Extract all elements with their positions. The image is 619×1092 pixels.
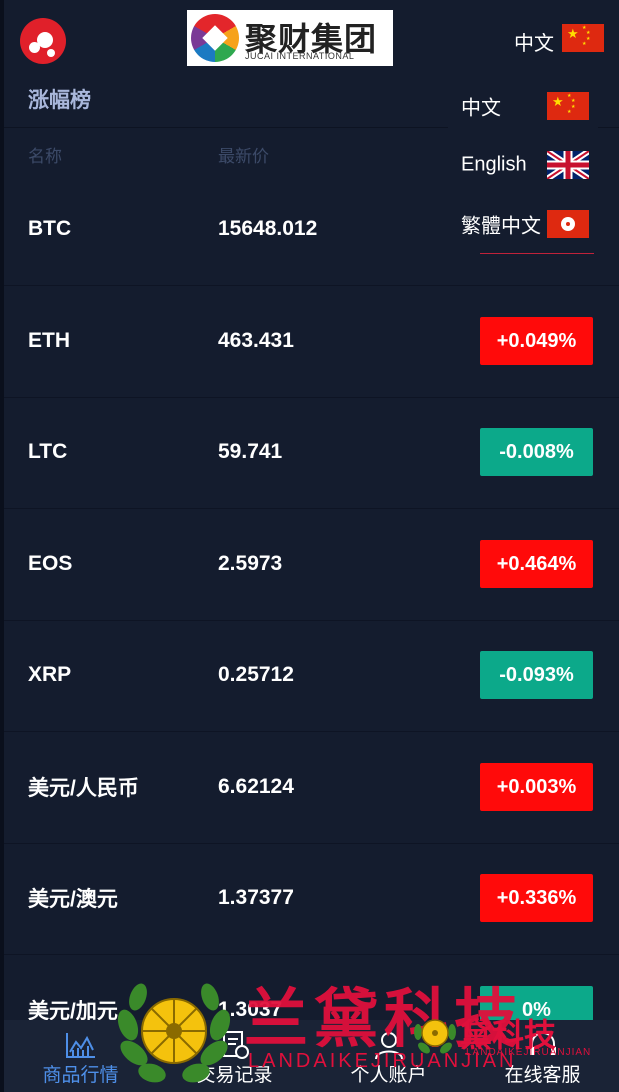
chart-icon — [65, 1033, 95, 1058]
change-badge: -0.093% — [480, 651, 593, 700]
market-price: 2.5973 — [218, 552, 283, 576]
market-row[interactable]: EOS 2.5973 +0.464% — [4, 509, 619, 621]
language-dropdown-divider — [480, 253, 594, 254]
tab-market[interactable]: 商品行情 — [4, 1020, 157, 1092]
language-option-zh-tw[interactable]: 繁體中文 — [448, 196, 598, 252]
market-price: 0.25712 — [218, 663, 294, 687]
market-row[interactable]: BTC 15648.012 — [4, 174, 619, 286]
market-row[interactable]: XRP 0.25712 -0.093% — [4, 620, 619, 732]
language-option-label: 繁體中文 — [461, 215, 541, 238]
language-option-label: English — [461, 153, 527, 176]
top-header: 聚财集团 JUCAI INTERNATIONAL 中文 ★ ★ ★ ★ ★ — [4, 0, 619, 78]
change-badge: +0.049% — [480, 317, 593, 366]
market-row[interactable]: 美元/人民币 6.62124 +0.003% — [4, 732, 619, 844]
tab-label: 个人账户 — [350, 1065, 427, 1086]
market-row[interactable]: ETH 463.431 +0.049% — [4, 286, 619, 398]
market-name: ETH — [28, 329, 70, 353]
market-price: 1.37377 — [218, 886, 294, 910]
language-option-label: 中文 — [461, 97, 501, 120]
tab-label: 商品行情 — [42, 1065, 119, 1086]
language-switcher-label[interactable]: 中文 — [514, 33, 554, 55]
language-option-zh-cn[interactable]: 中文 ★ ★ ★ ★ ★ — [448, 78, 598, 134]
market-name: 美元/人民币 — [28, 777, 139, 801]
market-row[interactable]: LTC 59.741 -0.008% — [4, 397, 619, 509]
tab-account[interactable]: 个人账户 — [312, 1020, 465, 1092]
tab-label: 在线客服 — [504, 1065, 581, 1086]
headset-icon — [529, 1032, 556, 1055]
market-name: LTC — [28, 440, 68, 464]
market-name: EOS — [28, 552, 73, 576]
uk-flag-icon — [547, 151, 589, 179]
market-row[interactable]: 美元/澳元 1.37377 +0.336% — [4, 843, 619, 955]
brand-logo: 聚财集团 JUCAI INTERNATIONAL — [187, 10, 393, 66]
market-price: 15648.012 — [218, 217, 318, 241]
app-screen: 聚财集团 JUCAI INTERNATIONAL 中文 ★ ★ ★ ★ ★ 涨幅… — [4, 0, 619, 1092]
market-price: 463.431 — [218, 329, 294, 353]
tab-label: 交易记录 — [196, 1065, 273, 1086]
tab-trade-records[interactable]: 交易记录 — [158, 1020, 311, 1092]
brand-name-en: JUCAI INTERNATIONAL — [245, 51, 355, 61]
app-logo-icon[interactable] — [20, 18, 66, 64]
column-header-price: 最新价 — [218, 147, 269, 166]
market-name: BTC — [28, 217, 72, 241]
brand-emblem-icon — [191, 14, 239, 62]
section-title: 涨幅榜 — [28, 89, 91, 112]
change-badge: +0.464% — [480, 540, 593, 589]
market-name: 美元/加元 — [28, 1000, 118, 1024]
market-price: 1.3037 — [218, 998, 283, 1022]
bottom-navigation: 商品行情 交易记录 个人账户 在线客服 — [4, 1020, 619, 1092]
china-flag-icon[interactable]: ★ ★ ★ ★ ★ — [562, 24, 604, 52]
hongkong-flag-icon — [547, 210, 589, 238]
language-option-en[interactable]: English — [448, 137, 598, 193]
change-badge: -0.008% — [480, 428, 593, 477]
brand-name-cn: 聚财集团 — [245, 20, 378, 58]
change-badge: +0.003% — [480, 763, 593, 812]
china-flag-icon: ★ ★ ★ ★ ★ — [547, 92, 589, 120]
user-icon — [374, 1032, 403, 1060]
section-header — [4, 78, 619, 128]
column-header-name: 名称 — [28, 147, 62, 166]
tab-customer-service[interactable]: 在线客服 — [466, 1020, 619, 1092]
change-badge: +0.336% — [480, 874, 593, 923]
market-price: 59.741 — [218, 440, 283, 464]
language-dropdown: 中文 ★ ★ ★ ★ ★ English 繁體中文 — [448, 78, 598, 256]
market-price: 6.62124 — [218, 775, 294, 799]
document-clock-icon — [222, 1031, 249, 1059]
market-name: 美元/澳元 — [28, 888, 118, 912]
market-name: XRP — [28, 663, 72, 687]
